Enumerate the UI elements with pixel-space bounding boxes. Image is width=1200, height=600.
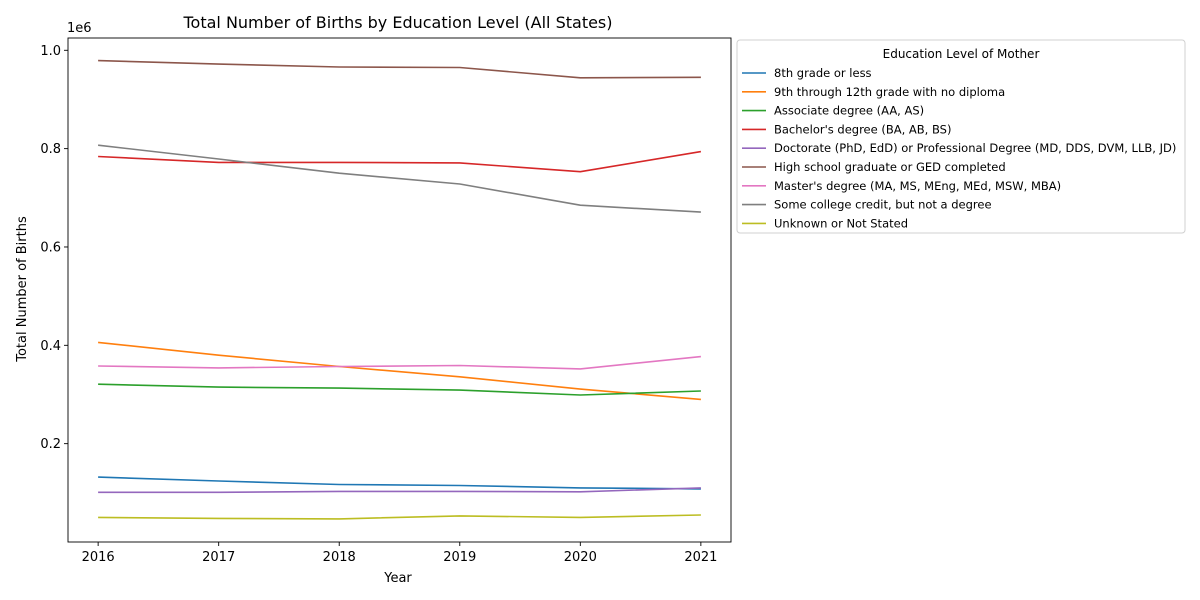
x-tick-label: 2017: [202, 550, 235, 565]
legend: Education Level of Mother 8th grade or l…: [736, 39, 1186, 234]
x-axis: 2016 2017 2018 2019 2020 2021: [82, 542, 717, 565]
y-tick-label: 0.6: [40, 240, 61, 255]
y-tick-label: 0.2: [40, 437, 61, 452]
series-line-5: [98, 487, 701, 494]
legend-label: Associate degree (AA, AS): [774, 104, 924, 118]
legend-label: 9th through 12th grade with no diploma: [774, 85, 1005, 99]
legend-item: Master's degree (MA, MS, MEng, MEd, MSW,…: [742, 179, 1061, 193]
y-tick-label: 1.0: [40, 44, 61, 59]
plot-frame: [67, 37, 732, 543]
series-line-6: [98, 59, 701, 79]
legend-item: 8th grade or less: [742, 66, 872, 80]
x-tick-label: 2021: [684, 550, 717, 565]
y-axis: 0.2 0.4 0.6 0.8 1.0: [40, 44, 68, 452]
legend-title: Education Level of Mother: [883, 47, 1040, 61]
series-line-9: [98, 514, 701, 520]
chart-title: Total Number of Births by Education Leve…: [182, 13, 612, 32]
legend-item: 9th through 12th grade with no diploma: [742, 85, 1005, 99]
series-line-2: [98, 341, 701, 401]
series-line-7: [98, 355, 701, 370]
y-axis-label: Total Number of Births: [15, 216, 30, 363]
plot-area: [67, 37, 732, 543]
legend-label: Unknown or Not Stated: [774, 216, 908, 230]
series-line-8: [98, 144, 701, 213]
legend-item: Unknown or Not Stated: [742, 216, 908, 230]
x-tick-label: 2020: [564, 550, 597, 565]
legend-item: Associate degree (AA, AS): [742, 104, 924, 118]
legend-label: Bachelor's degree (BA, AB, BS): [774, 122, 951, 136]
legend-item: High school graduate or GED completed: [742, 160, 1006, 174]
series-line-1: [98, 476, 701, 490]
series-line-3: [98, 383, 701, 396]
legend-label: 8th grade or less: [774, 66, 872, 80]
legend-label: Master's degree (MA, MS, MEng, MEd, MSW,…: [774, 179, 1061, 193]
legend-item: Bachelor's degree (BA, AB, BS): [742, 122, 951, 136]
x-tick-label: 2019: [443, 550, 476, 565]
legend-item: Doctorate (PhD, EdD) or Professional Deg…: [742, 141, 1176, 155]
legend-item: Some college credit, but not a degree: [742, 198, 992, 212]
x-tick-label: 2018: [323, 550, 356, 565]
y-tick-label: 0.8: [40, 142, 61, 157]
legend-frame: [736, 39, 1186, 234]
x-tick-label: 2016: [82, 550, 115, 565]
legend-label: High school graduate or GED completed: [774, 160, 1006, 174]
series-line-4: [98, 150, 702, 173]
y-offset-label: 1e6: [67, 21, 92, 36]
legend-label: Some college credit, but not a degree: [774, 198, 992, 212]
x-axis-label: Year: [383, 571, 412, 586]
y-tick-label: 0.4: [40, 339, 61, 354]
legend-label: Doctorate (PhD, EdD) or Professional Deg…: [774, 141, 1176, 155]
